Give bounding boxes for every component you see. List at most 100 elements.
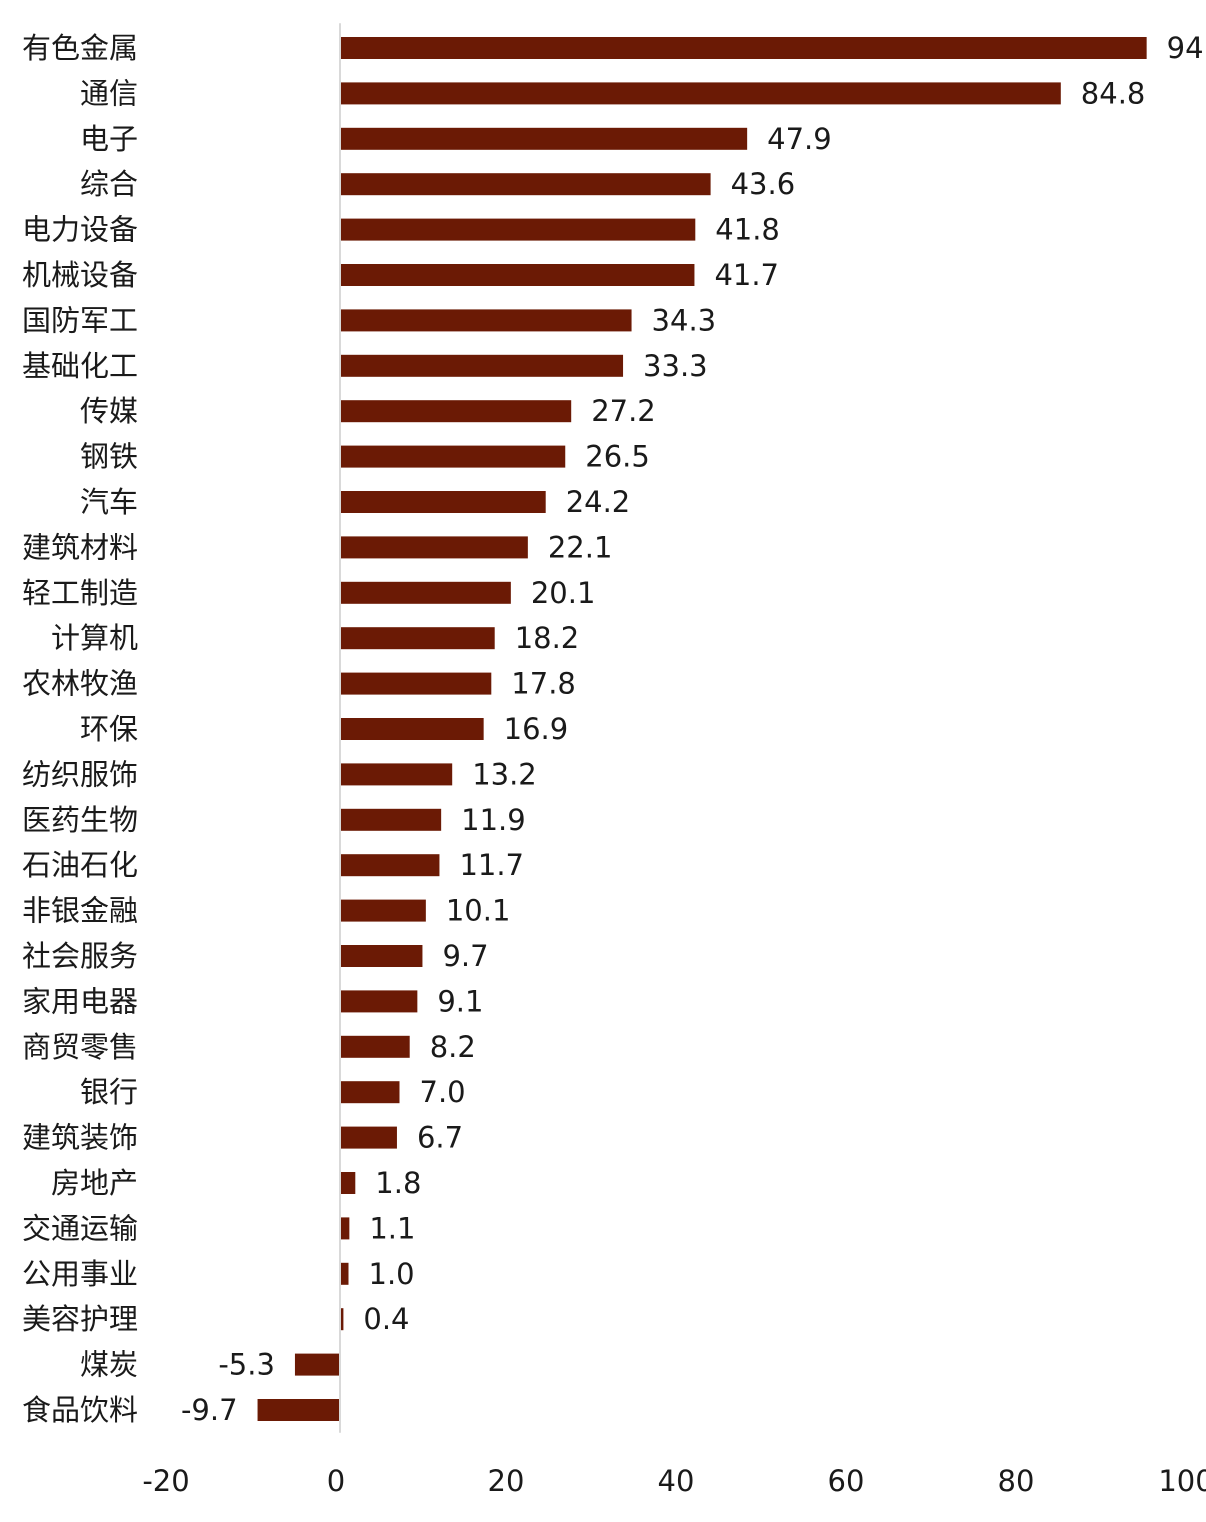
bar bbox=[294, 1353, 340, 1376]
category-label: 农林牧渔 bbox=[22, 667, 138, 701]
category-label: 医药生物 bbox=[22, 803, 138, 837]
bar bbox=[340, 763, 453, 786]
bar bbox=[340, 536, 528, 559]
bar bbox=[340, 400, 572, 423]
x-tick-label: 80 bbox=[998, 1464, 1035, 1498]
x-tick-label: -20 bbox=[142, 1464, 189, 1498]
x-tick-label: 40 bbox=[658, 1464, 695, 1498]
category-label: 国防军工 bbox=[22, 303, 138, 337]
value-label: 6.7 bbox=[417, 1121, 463, 1155]
value-label: -9.7 bbox=[181, 1393, 238, 1427]
value-label: 26.5 bbox=[585, 440, 650, 474]
category-label: 计算机 bbox=[51, 621, 138, 655]
category-label: 综合 bbox=[80, 167, 138, 201]
category-label: 社会服务 bbox=[22, 939, 138, 973]
value-label: 20.1 bbox=[531, 576, 596, 610]
category-label: 基础化工 bbox=[22, 349, 138, 383]
value-label: 1.0 bbox=[369, 1257, 415, 1291]
bar bbox=[340, 218, 696, 241]
value-label: 18.2 bbox=[515, 621, 580, 655]
category-label: 美容护理 bbox=[22, 1302, 138, 1336]
value-label: 47.9 bbox=[767, 122, 832, 156]
bar bbox=[340, 1035, 410, 1058]
bar bbox=[340, 627, 495, 650]
x-tick-labels-layer: -20 0 20 40 60 80 100 bbox=[142, 1464, 1206, 1498]
bar bbox=[257, 1399, 340, 1421]
category-label: 通信 bbox=[80, 76, 138, 110]
value-labels-layer: 94.9 84.8 47.9 43.6 41.8 41.7 34.3 33.3 27.2 26.5… bbox=[181, 31, 1206, 1427]
bar bbox=[340, 672, 492, 695]
category-label: 家用电器 bbox=[22, 984, 138, 1018]
value-label: 13.2 bbox=[472, 757, 537, 791]
x-tick-label: 20 bbox=[488, 1464, 525, 1498]
value-label: 94.9 bbox=[1167, 31, 1206, 65]
bar bbox=[340, 718, 484, 740]
category-label: 建筑装饰 bbox=[22, 1121, 138, 1155]
value-label: 9.7 bbox=[442, 939, 488, 973]
category-label: 有色金属 bbox=[22, 31, 138, 65]
value-label: 7.0 bbox=[420, 1075, 466, 1109]
category-label: 电力设备 bbox=[22, 213, 138, 247]
category-label: 银行 bbox=[80, 1075, 138, 1109]
bar bbox=[340, 173, 711, 196]
value-label: 17.8 bbox=[511, 667, 576, 701]
bar bbox=[340, 1081, 400, 1104]
bar bbox=[340, 990, 418, 1013]
category-label: 石油石化 bbox=[22, 848, 138, 882]
value-label: 1.8 bbox=[375, 1166, 421, 1200]
category-label: 食品饮料 bbox=[22, 1393, 138, 1427]
bar bbox=[340, 37, 1147, 59]
bar bbox=[340, 127, 748, 150]
x-tick-label: 100 bbox=[1158, 1464, 1206, 1498]
bar bbox=[340, 1172, 356, 1194]
bar bbox=[340, 899, 426, 922]
value-label: 22.1 bbox=[548, 530, 613, 564]
category-label: 商贸零售 bbox=[22, 1030, 138, 1064]
category-label: 公用事业 bbox=[22, 1257, 138, 1291]
value-label: 0.4 bbox=[363, 1302, 409, 1336]
bar bbox=[340, 82, 1061, 105]
value-label: 33.3 bbox=[643, 349, 708, 383]
value-label: 8.2 bbox=[430, 1030, 476, 1064]
bar bbox=[340, 854, 440, 877]
value-label: 16.9 bbox=[504, 712, 569, 746]
bar bbox=[340, 445, 566, 468]
bar bbox=[340, 1217, 350, 1240]
category-label: 纺织服饰 bbox=[22, 757, 138, 791]
value-label: 11.9 bbox=[461, 803, 526, 837]
value-label: 43.6 bbox=[731, 167, 796, 201]
value-label: 9.1 bbox=[437, 984, 483, 1018]
bar bbox=[340, 1262, 349, 1285]
value-label: 84.8 bbox=[1081, 76, 1146, 110]
category-label: 房地产 bbox=[51, 1166, 138, 1200]
bar bbox=[340, 1126, 397, 1149]
category-label: 交通运输 bbox=[22, 1211, 138, 1245]
value-label: -5.3 bbox=[218, 1348, 275, 1382]
category-labels-layer: 有色金属通信电子综合电力设备机械设备国防军工基础化工传媒钢铁汽车建筑材料轻工制造… bbox=[22, 31, 138, 1427]
bar bbox=[340, 264, 695, 286]
value-label: 27.2 bbox=[591, 394, 656, 428]
category-label: 轻工制造 bbox=[22, 576, 138, 610]
x-tick-label: 60 bbox=[828, 1464, 865, 1498]
value-label: 11.7 bbox=[459, 848, 524, 882]
category-label: 机械设备 bbox=[22, 258, 138, 292]
value-label: 41.8 bbox=[715, 213, 780, 247]
category-label: 传媒 bbox=[80, 394, 138, 428]
bar bbox=[340, 1308, 344, 1331]
value-label: 34.3 bbox=[652, 303, 717, 337]
bars-layer bbox=[257, 37, 1147, 1421]
category-label: 电子 bbox=[80, 122, 138, 156]
bar bbox=[340, 808, 442, 831]
category-label: 非银金融 bbox=[22, 894, 138, 928]
category-label: 建筑材料 bbox=[22, 530, 138, 564]
category-label: 汽车 bbox=[80, 485, 138, 519]
value-label: 1.1 bbox=[369, 1211, 415, 1245]
bar bbox=[340, 491, 546, 513]
bar bbox=[340, 945, 423, 967]
bar bbox=[340, 354, 624, 377]
category-label: 环保 bbox=[80, 712, 138, 746]
bar bbox=[340, 581, 511, 604]
x-tick-label: 0 bbox=[327, 1464, 345, 1498]
